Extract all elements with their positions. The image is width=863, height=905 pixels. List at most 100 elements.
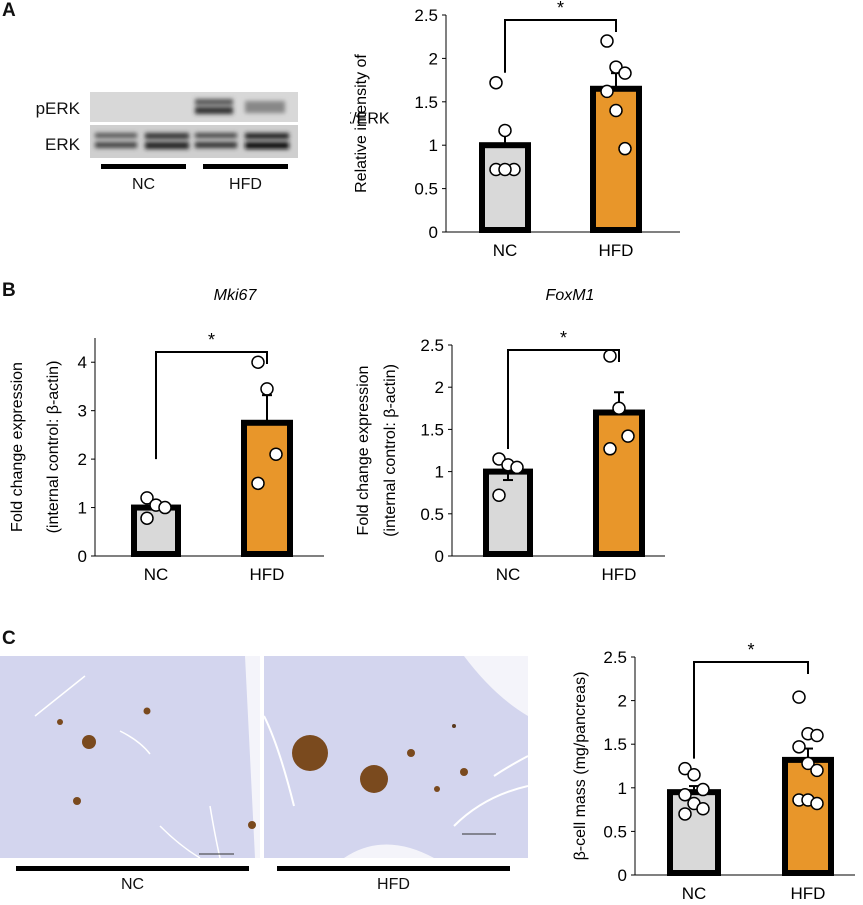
y-tick-label: 4	[78, 353, 87, 372]
x-tick-label: NC	[144, 565, 169, 584]
y-tick-label: 2.5	[603, 648, 627, 667]
data-point	[603, 442, 617, 456]
y-tick-label: 0.5	[420, 505, 444, 524]
chart-title: Mki67	[214, 287, 258, 304]
y-tick-label: 1.5	[603, 735, 627, 754]
bar-nc	[483, 468, 533, 558]
y-axis-label: Relative intensity of	[353, 54, 370, 193]
data-point	[269, 447, 283, 462]
x-tick-label: HFD	[250, 565, 285, 584]
data-point	[498, 123, 512, 138]
y-axis-label: β-cell mass (mg/pancreas)	[572, 672, 589, 861]
y-tick-label: 1	[429, 136, 438, 155]
panel-letter-c: C	[2, 628, 16, 649]
data-point	[260, 382, 274, 396]
blot-label-erk: ERK	[45, 135, 80, 154]
data-point	[678, 761, 692, 776]
x-tick-label: NC	[496, 565, 521, 584]
significance-star: *	[208, 330, 215, 350]
data-point	[251, 476, 265, 491]
group-label-hfd: HFD	[229, 176, 262, 193]
y-tick-label: 0	[618, 866, 627, 885]
data-point	[621, 429, 635, 443]
x-tick-label: NC	[682, 884, 707, 900]
group-bar-nc	[101, 164, 186, 169]
y-axis-label: Fold change expression	[9, 362, 26, 532]
data-point	[498, 162, 512, 177]
data-point	[603, 349, 617, 363]
y-tick-label: 1.5	[420, 420, 444, 439]
bar-hfd	[782, 756, 834, 876]
group-label-nc: NC	[131, 176, 156, 193]
y-tick-label: 2.5	[420, 336, 444, 355]
chart-perk-erk: 0 0.5 1 1.5 2 2.5 Relative intensity ofpERK/ER…	[310, 0, 680, 270]
y-tick-label: 2	[78, 450, 87, 469]
panel-letter-a: A	[2, 0, 16, 21]
y-tick-label: 1	[618, 779, 627, 798]
data-point	[801, 756, 815, 771]
y-tick-label: 0.5	[603, 822, 627, 841]
group-bar-hfd	[203, 164, 288, 169]
data-point	[140, 491, 154, 505]
data-point	[810, 796, 824, 811]
significance-star: *	[557, 0, 564, 18]
significance-bracket	[155, 351, 268, 460]
bar-nc	[131, 504, 181, 557]
bar-hfd	[241, 419, 293, 557]
data-point	[158, 500, 172, 515]
significance-star: *	[747, 640, 754, 660]
bar-nc	[479, 142, 531, 233]
data-point	[492, 488, 506, 502]
blot-label-perk: pERK	[35, 99, 80, 118]
significance-bracket	[507, 349, 620, 449]
x-tick-label: NC	[493, 241, 518, 260]
y-tick-label: 2.5	[414, 6, 438, 25]
y-tick-label: 2	[618, 692, 627, 711]
significance-bracket	[504, 19, 617, 73]
data-point	[810, 728, 824, 743]
data-point	[792, 740, 806, 754]
group-bar-nc-c	[16, 866, 249, 871]
micrograph-hfd	[264, 656, 528, 858]
chart-title: FoxM1	[546, 287, 595, 304]
data-point	[510, 460, 524, 475]
y-axis-label: (internal control: β-actin)	[382, 364, 399, 537]
y-tick-label: 2	[429, 49, 438, 68]
panel-letter-b: B	[2, 280, 16, 301]
y-tick-label: 1.5	[414, 93, 438, 112]
data-point	[612, 401, 626, 416]
data-point	[678, 788, 692, 802]
y-axis-label: Fold change expression	[355, 366, 372, 536]
group-bar-hfd-c	[277, 866, 510, 871]
data-point	[792, 690, 806, 704]
y-axis-label: (internal control: β-actin)	[45, 361, 62, 534]
image-label-nc: NC	[120, 876, 145, 893]
chart-foxm1: FoxM1 0 0.5 1 1.5 2 2.5 Fold change expression (…	[330, 280, 680, 600]
x-tick-label: HFD	[602, 565, 637, 584]
y-tick-label: 3	[78, 402, 87, 421]
chart-beta-cell-mass: 0 0.5 1 1.5 2 2.5 β-cell mass (mg/pancreas) NC H…	[540, 620, 863, 903]
micrograph-nc	[0, 656, 260, 858]
data-point	[251, 355, 265, 369]
data-point	[600, 84, 614, 99]
data-point	[600, 34, 614, 48]
y-tick-label: 1	[78, 499, 87, 518]
y-tick-label: 0.5	[414, 180, 438, 199]
bar-hfd	[593, 409, 645, 557]
significance-star: *	[560, 328, 567, 348]
data-point	[678, 807, 692, 821]
data-point	[696, 782, 710, 797]
significance-bracket	[693, 661, 809, 759]
y-tick-label: 0	[78, 547, 87, 566]
data-point	[696, 801, 710, 816]
data-point	[489, 75, 503, 90]
y-tick-label: 0	[435, 547, 444, 566]
data-point	[618, 66, 632, 80]
image-label-hfd: HFD	[377, 876, 410, 893]
data-point	[810, 763, 824, 778]
data-point	[140, 511, 154, 525]
x-tick-label: HFD	[599, 241, 634, 260]
chart-mki67: Mki67 0 1 2 3 4 Fold change expression (interna…	[0, 280, 330, 600]
y-tick-label: 1	[435, 463, 444, 482]
x-tick-label: HFD	[791, 884, 826, 900]
